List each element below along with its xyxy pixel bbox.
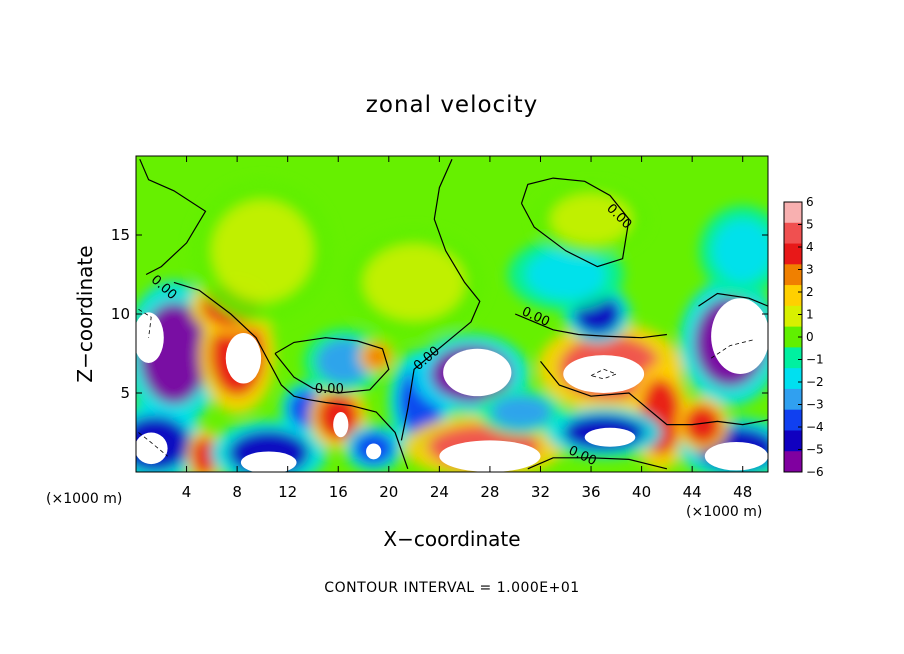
saturated-region <box>136 312 164 363</box>
colorbar-swatch <box>784 305 802 328</box>
field-blob <box>316 338 373 385</box>
x-tick-label: 4 <box>182 483 192 501</box>
contour-line-zero <box>173 281 409 469</box>
contour-line-zero <box>698 292 768 307</box>
x-tick-label: 16 <box>329 483 348 501</box>
colorbar-label: −4 <box>806 420 824 434</box>
colorbar-swatch <box>784 202 802 224</box>
y-tick-label: 15 <box>111 226 130 244</box>
plot-area: 0.000.000.000.000.000.00 <box>136 156 768 472</box>
field-blob <box>363 244 465 321</box>
x-tick-label: 40 <box>632 483 651 501</box>
field-blob <box>491 395 552 429</box>
saturated-region <box>704 441 768 471</box>
colorbar-label: 3 <box>806 263 814 277</box>
colorbar-swatch <box>784 222 802 245</box>
colorbar-label: 4 <box>806 240 814 254</box>
colorbar-label: 1 <box>806 308 814 322</box>
contour-line-negative <box>138 308 152 338</box>
x-tick-label: 32 <box>531 483 550 501</box>
field-blob <box>712 219 768 283</box>
colorbar-label: −5 <box>806 443 824 457</box>
y-axis-label: Z−coordinate <box>73 245 97 382</box>
colorbar-label: −2 <box>806 375 824 389</box>
contour-line-zero <box>540 361 768 426</box>
colorbar-label: −1 <box>806 353 824 367</box>
colorbar-label: 2 <box>806 285 814 299</box>
colorbar-swatch <box>784 451 802 473</box>
contour-line-zero <box>139 158 207 276</box>
field-blob <box>364 345 389 369</box>
colorbar-swatch <box>784 409 802 431</box>
contour-line-negative <box>710 338 756 359</box>
x-axis-label: X−coordinate <box>383 527 520 551</box>
chart-title: zonal velocity <box>366 92 538 118</box>
contour-line-zero <box>514 313 667 339</box>
colorbar-label: −3 <box>806 398 824 412</box>
colorbar-label: 6 <box>806 195 814 209</box>
colorbar-swatch <box>784 368 802 390</box>
saturated-region <box>225 332 262 384</box>
contour-line-negative <box>138 432 168 457</box>
saturated-region <box>711 298 768 375</box>
colorbar-swatch <box>784 347 802 369</box>
colorbar-label: 0 <box>806 330 814 344</box>
x-tick-label: 12 <box>278 483 297 501</box>
x-tick-label: 48 <box>733 483 752 501</box>
saturated-region <box>563 355 645 393</box>
contour-line-zero <box>274 337 390 394</box>
contour-interval-note: CONTOUR INTERVAL = 1.000E+01 <box>324 580 579 596</box>
contour-line-zero <box>527 457 668 470</box>
field-blob <box>525 249 607 300</box>
y-axis-ticks: 5 10 15 <box>111 226 768 402</box>
contour-lines <box>138 158 768 470</box>
out-of-range-regions <box>136 298 768 472</box>
colorbar-swatch <box>784 430 802 452</box>
contour-line-zero <box>520 177 630 268</box>
saturated-region <box>439 440 541 472</box>
x-tick-label: 8 <box>232 483 242 501</box>
saturated-region <box>240 451 297 472</box>
x-unit-left: (×1000 m) <box>46 491 122 507</box>
colorbar-label: 5 <box>806 218 814 232</box>
contour-line-zero <box>400 158 481 441</box>
x-tick-label: 24 <box>430 483 449 501</box>
colorbar-label: −6 <box>806 465 824 479</box>
field-blob <box>684 405 721 444</box>
contour-line-negative <box>590 368 618 380</box>
saturated-region <box>366 443 382 460</box>
saturated-region <box>584 427 636 447</box>
colorbar-swatch <box>784 326 802 348</box>
x-axis-ticks: 4 8 12 16 20 24 28 32 36 40 44 48 <box>182 156 752 501</box>
x-tick-label: 36 <box>581 483 600 501</box>
field-blob <box>192 437 217 472</box>
y-tick-label: 5 <box>120 384 130 402</box>
colorbar: 6 5 4 3 2 1 0 −1 −2 −3 −4 −5 −6 <box>783 195 824 479</box>
x-tick-label: 20 <box>379 483 398 501</box>
field-blob <box>211 200 313 302</box>
colorbar-swatch <box>784 388 802 411</box>
colorbar-swatch <box>784 243 802 265</box>
contour-label: 0.00 <box>315 382 344 397</box>
x-tick-label: 28 <box>480 483 499 501</box>
saturated-region <box>136 432 168 465</box>
saturated-region <box>443 348 512 397</box>
x-unit-right: (×1000 m) <box>686 504 762 520</box>
x-tick-label: 44 <box>683 483 702 501</box>
saturated-region <box>333 411 349 438</box>
field-blob <box>550 193 632 245</box>
y-tick-label: 10 <box>111 305 130 323</box>
colorbar-swatch <box>784 264 802 286</box>
colorbar-swatch <box>784 285 802 307</box>
